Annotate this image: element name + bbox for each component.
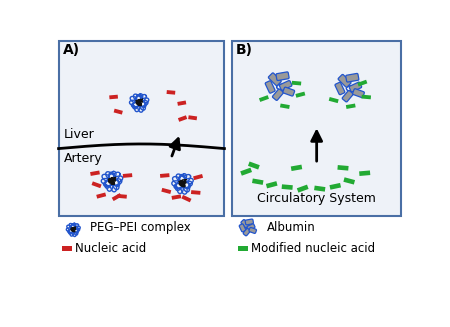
Bar — [282, 184, 293, 190]
Text: Albumin: Albumin — [267, 221, 316, 234]
FancyBboxPatch shape — [279, 80, 292, 90]
Bar — [171, 194, 181, 200]
Bar — [96, 193, 106, 198]
Bar — [280, 104, 290, 109]
Bar — [297, 185, 309, 193]
Text: PEG–PEI complex: PEG–PEI complex — [90, 221, 190, 234]
FancyBboxPatch shape — [338, 75, 351, 87]
Bar — [193, 174, 203, 180]
Bar — [181, 195, 192, 202]
Bar — [357, 80, 367, 87]
FancyBboxPatch shape — [249, 228, 256, 233]
Bar — [63, 246, 72, 251]
Bar — [166, 90, 176, 95]
FancyBboxPatch shape — [58, 41, 225, 216]
FancyBboxPatch shape — [349, 82, 362, 92]
Bar — [295, 92, 306, 98]
Bar — [109, 95, 118, 99]
FancyBboxPatch shape — [268, 73, 281, 86]
FancyBboxPatch shape — [346, 74, 359, 82]
FancyBboxPatch shape — [241, 220, 249, 228]
Text: Nucleic acid: Nucleic acid — [75, 242, 146, 255]
FancyBboxPatch shape — [335, 82, 345, 95]
Bar — [240, 168, 252, 176]
Text: Liver: Liver — [64, 128, 95, 141]
FancyBboxPatch shape — [243, 229, 250, 236]
Bar — [291, 164, 302, 171]
Bar — [328, 97, 339, 103]
Bar — [343, 177, 355, 184]
Bar — [188, 115, 197, 120]
FancyBboxPatch shape — [353, 89, 364, 97]
Bar — [252, 179, 264, 185]
Bar — [117, 194, 127, 198]
Text: A): A) — [63, 43, 80, 57]
Bar — [338, 165, 349, 171]
Bar — [160, 173, 170, 178]
Bar — [191, 190, 201, 195]
Bar — [90, 170, 100, 176]
Bar — [292, 81, 302, 85]
FancyBboxPatch shape — [239, 224, 246, 232]
Bar — [248, 162, 260, 169]
Text: B): B) — [236, 43, 253, 57]
Bar — [346, 104, 356, 109]
Text: Modified nucleic acid: Modified nucleic acid — [251, 242, 375, 255]
FancyBboxPatch shape — [232, 41, 401, 216]
FancyBboxPatch shape — [272, 89, 284, 100]
Bar — [91, 181, 102, 188]
FancyBboxPatch shape — [247, 224, 255, 230]
Bar — [259, 95, 269, 102]
FancyBboxPatch shape — [276, 72, 289, 80]
Text: Artery: Artery — [64, 152, 103, 165]
Bar — [359, 170, 370, 176]
Bar — [161, 188, 171, 194]
FancyBboxPatch shape — [265, 81, 275, 93]
Bar — [123, 173, 132, 178]
Bar — [112, 193, 122, 201]
Bar — [314, 186, 325, 192]
FancyBboxPatch shape — [342, 91, 353, 102]
Bar — [177, 100, 186, 106]
Text: Circulatory System: Circulatory System — [257, 192, 376, 205]
Bar — [329, 183, 341, 190]
Bar — [361, 95, 371, 99]
Bar — [178, 115, 187, 122]
Bar — [266, 181, 278, 188]
Bar — [238, 246, 248, 251]
Bar — [114, 109, 123, 114]
FancyBboxPatch shape — [245, 219, 253, 225]
FancyBboxPatch shape — [283, 87, 295, 96]
